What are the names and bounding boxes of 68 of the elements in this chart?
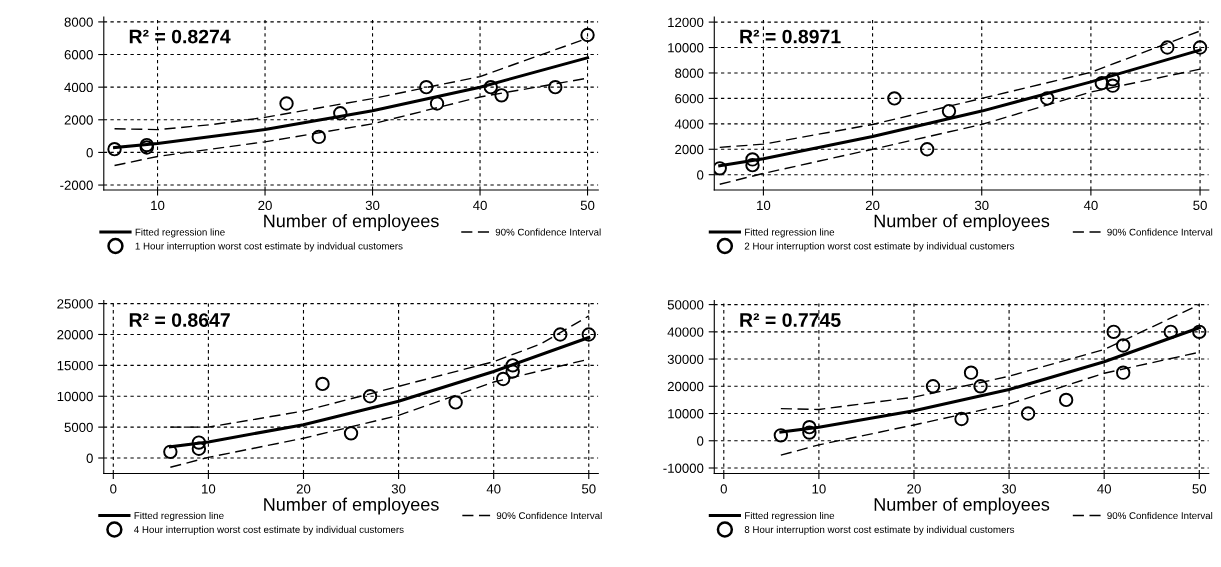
x-tick-label: 20: [258, 200, 272, 211]
annotation: R² = 0.7745: [740, 313, 841, 327]
y-tick-label: 4000: [674, 119, 704, 129]
y-tick-label: 6000: [675, 93, 704, 104]
y-tick-label: 10000: [668, 43, 704, 53]
y-tick-label: 6000: [64, 50, 93, 60]
y-tick-label: 0: [697, 170, 704, 180]
y-tick-label: 10000: [668, 409, 704, 419]
annotation: R² = 0.8971: [740, 29, 841, 44]
y-tick-label: 10000: [57, 391, 93, 402]
x-tick-label: 40: [473, 200, 487, 211]
legend-label: Fitted regression line: [745, 228, 835, 238]
legend-label: Fitted regression line: [745, 511, 835, 521]
x-tick-label: 30: [365, 200, 380, 211]
y-tick-label: 0: [86, 453, 93, 463]
y-tick-label: 2000: [64, 115, 93, 125]
y-tick-label: 20000: [57, 330, 93, 340]
x-tick-label: 0: [110, 484, 117, 494]
x-axis-title: Number of employees: [874, 497, 1050, 515]
y-tick-label: 20000: [667, 381, 704, 392]
x-tick-label: 50: [1192, 484, 1207, 494]
x-tick-label: 30: [391, 484, 406, 494]
annotation: R² = 0.8647: [129, 313, 230, 327]
legend-label: Fitted regression line: [135, 228, 225, 238]
y-tick-label: 0: [697, 436, 704, 446]
legend-label: 8 Hour interruption worst cost estimate by individual customers: [744, 525, 1015, 535]
x-tick-label: 50: [581, 484, 596, 494]
legend-label: 90% Confidence Interval: [1107, 228, 1213, 236]
y-tick-label: 30000: [667, 354, 704, 364]
x-tick-label: 10: [202, 484, 216, 494]
x-tick-label: 30: [974, 200, 989, 211]
y-tick-label: -2000: [60, 180, 93, 190]
x-tick-label: 40: [486, 484, 501, 494]
x-axis-title: Number of employees: [264, 497, 439, 515]
y-tick-label: 40000: [667, 327, 704, 337]
y-tick-label: 15000: [57, 360, 93, 371]
legend-label: 4 Hour interruption worst cost estimate by individual customers: [134, 525, 404, 535]
legend-label: 2 Hour interruption worst cost estimate by individual customers: [744, 242, 1015, 252]
x-tick-label: 0: [720, 484, 727, 494]
x-tick-label: 30: [1002, 484, 1016, 494]
annotation: R² = 0.8274: [129, 29, 231, 44]
x-axis-title: Number of employees: [874, 214, 1050, 231]
legend-label: 90% Confidence Interval: [496, 511, 602, 520]
x-tick-label: 10: [151, 200, 165, 211]
legend-label: Fitted regression line: [134, 511, 224, 521]
y-tick-label: 0: [86, 147, 93, 158]
x-axis-title: Number of employees: [264, 214, 439, 231]
x-tick-label: 50: [580, 200, 595, 211]
x-tick-label: 20: [296, 484, 311, 494]
y-tick-label: 5000: [64, 422, 93, 433]
y-tick-label: 4000: [64, 82, 93, 93]
y-tick-label: 2000: [675, 144, 704, 155]
x-tick-label: 40: [1083, 200, 1098, 211]
x-tick-label: 20: [865, 200, 880, 211]
x-tick-label: 40: [1097, 484, 1112, 494]
y-tick-label: 12000: [668, 17, 704, 28]
y-tick-label: 50000: [667, 300, 704, 310]
x-tick-label: 10: [757, 200, 771, 211]
legend-label: 90% Confidence Interval: [1107, 511, 1213, 520]
x-tick-label: 10: [812, 484, 826, 494]
x-tick-label: 20: [907, 484, 921, 494]
legend-label: 1 Hour interruption worst cost estimate by indvidual customers: [135, 242, 403, 252]
x-tick-label: 50: [1193, 200, 1207, 211]
y-tick-label: -10000: [663, 463, 704, 473]
y-tick-label: 8000: [675, 68, 704, 78]
y-tick-label: 8000: [64, 17, 93, 27]
legend-label: 90% Confidence Interval: [495, 228, 601, 236]
y-tick-label: 25000: [57, 299, 93, 309]
